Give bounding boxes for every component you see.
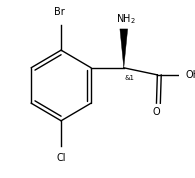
Text: NH$_2$: NH$_2$ [116,12,136,26]
Text: Cl: Cl [56,153,66,163]
Text: OH: OH [186,70,195,80]
Text: O: O [153,107,160,117]
Polygon shape [120,29,128,68]
Text: Br: Br [54,7,65,17]
Text: &1: &1 [125,75,135,81]
